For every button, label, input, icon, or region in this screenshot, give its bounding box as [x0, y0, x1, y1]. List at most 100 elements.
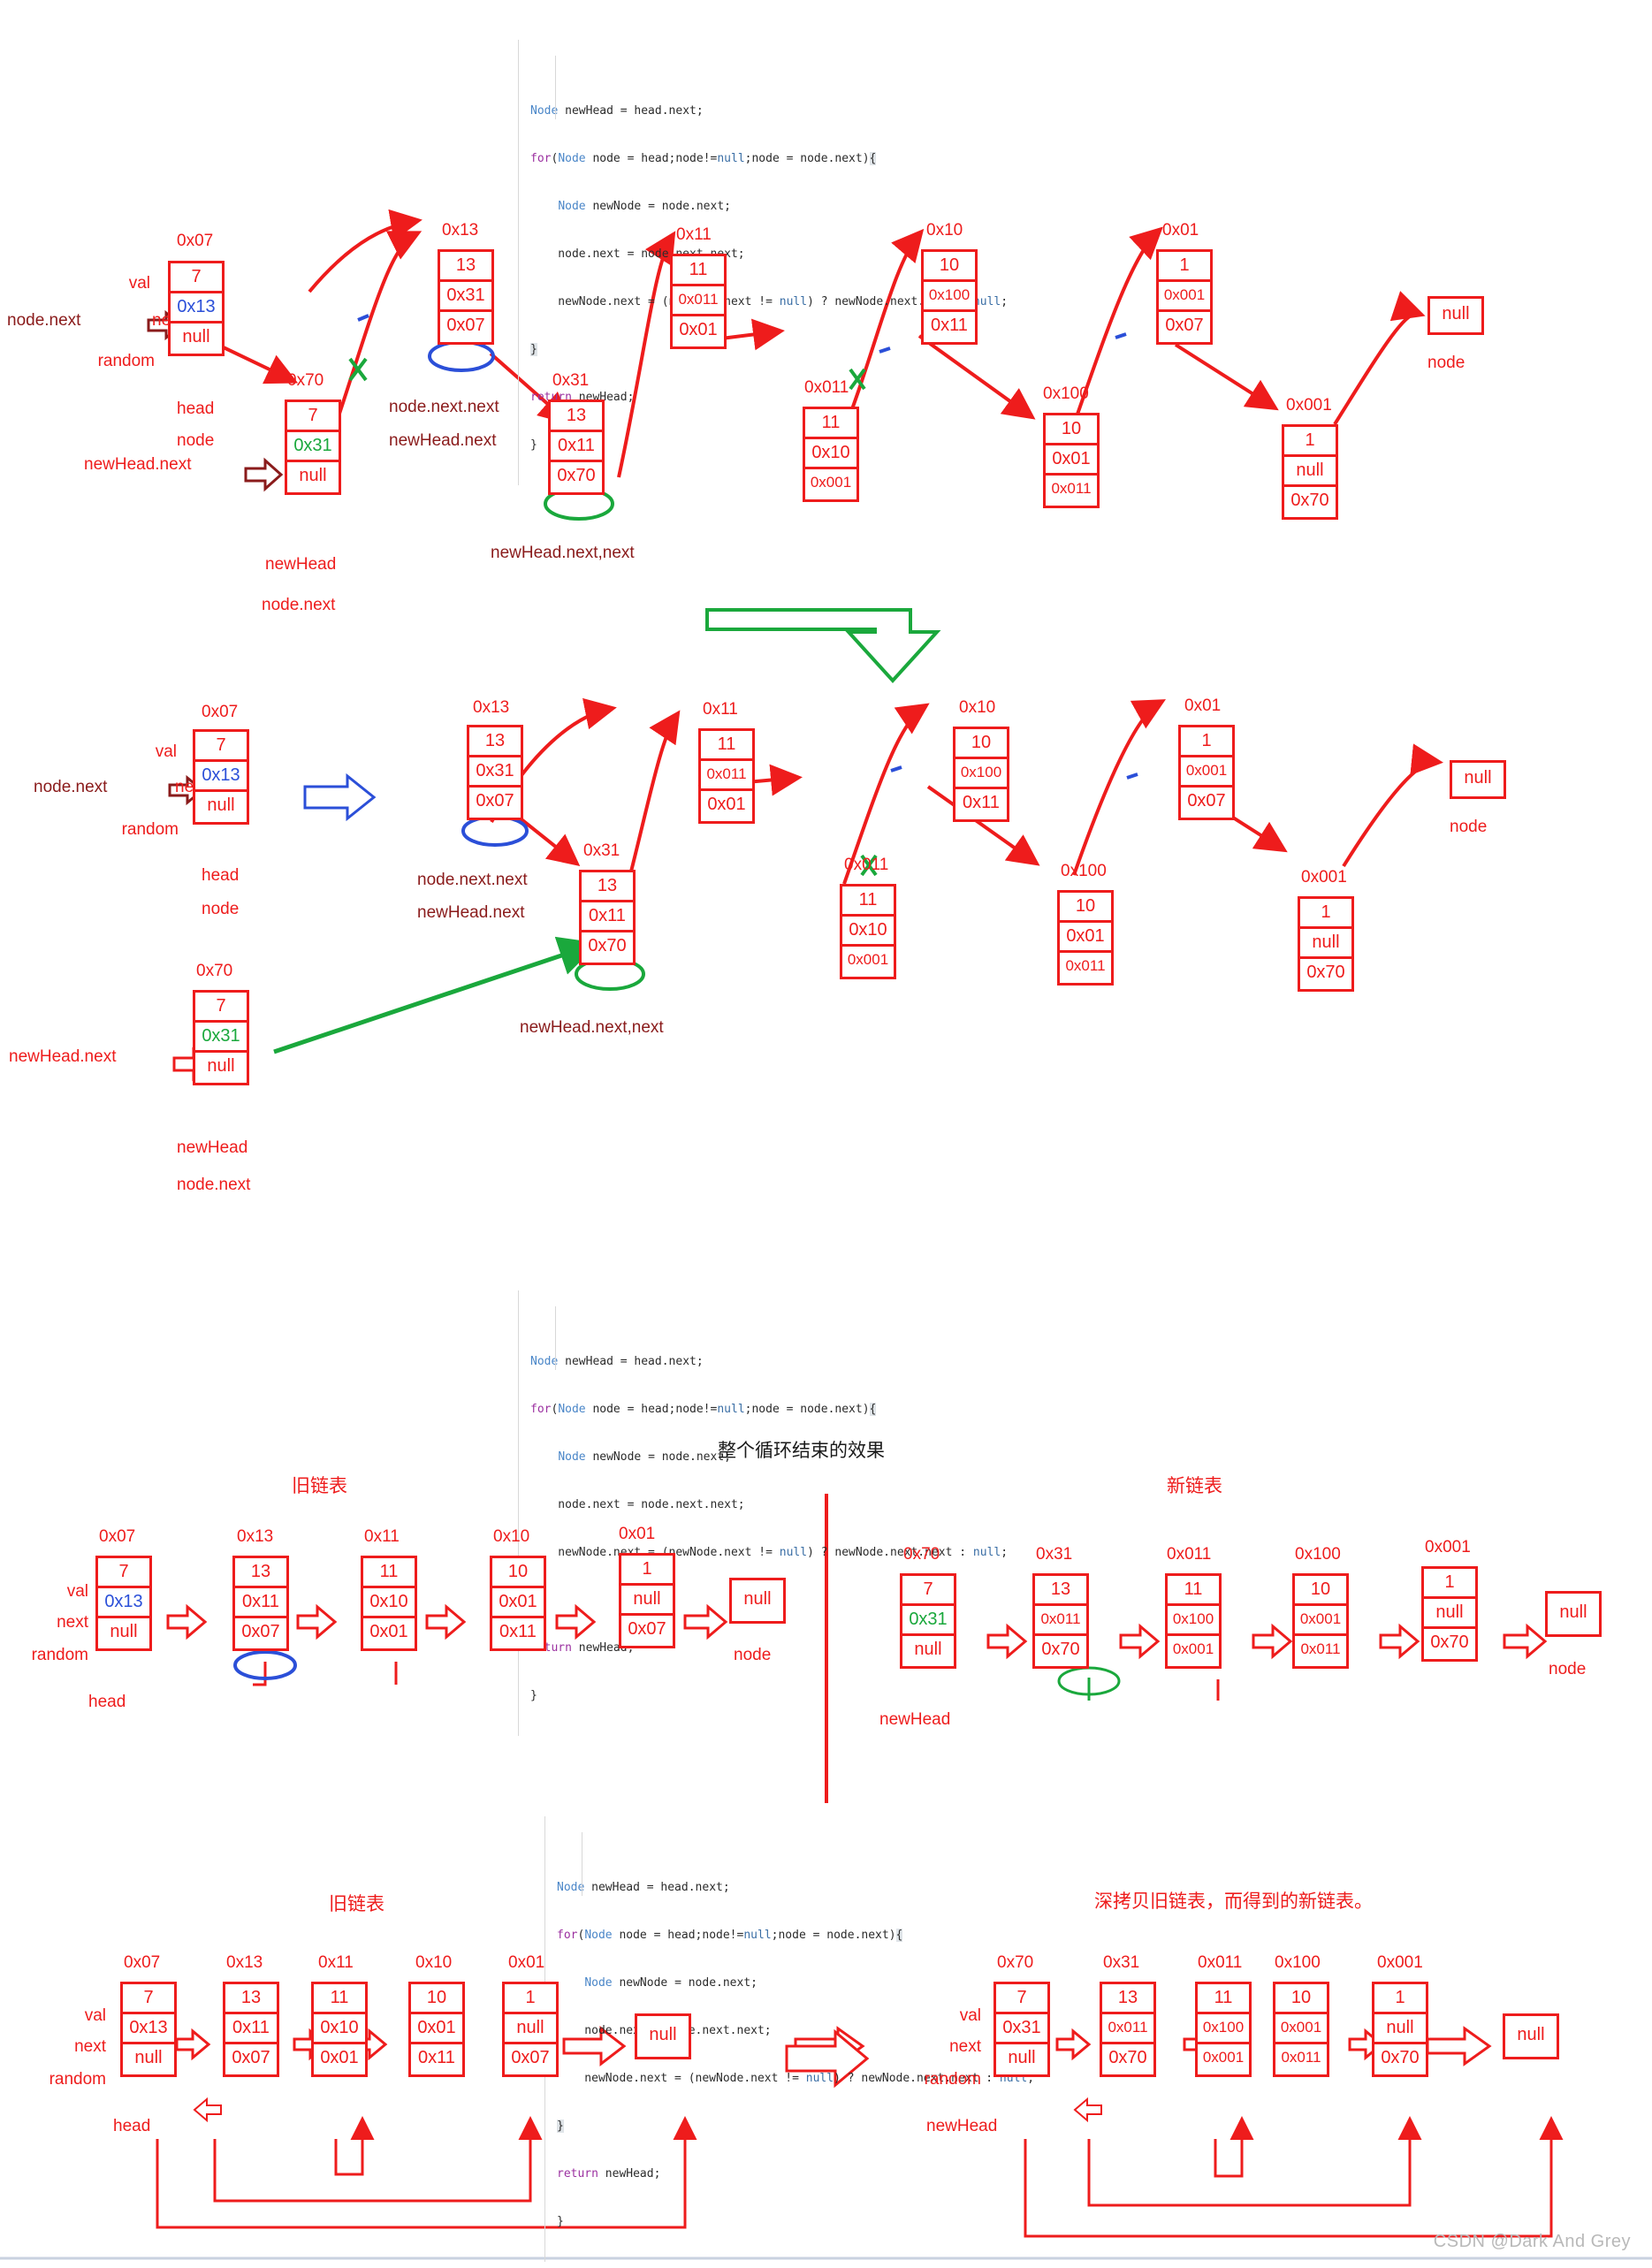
- node-cell-val: 11: [1198, 1984, 1249, 2014]
- label-node: node: [1450, 818, 1488, 836]
- node-address: 0x31: [552, 371, 590, 390]
- node-box: 10 0x01 0x011: [1043, 413, 1100, 508]
- node-cell-next: 0x01: [1060, 923, 1111, 953]
- node-cell-val: 7: [996, 1984, 1047, 2014]
- label-newhead: newHead: [879, 1710, 951, 1729]
- label-node-next-next: node.next.next: [417, 871, 528, 889]
- code-line: }: [557, 2215, 564, 2228]
- node-address: 0x011: [844, 856, 889, 874]
- node-box: 1 null 0x70: [1282, 424, 1338, 520]
- node-address: 0x31: [1036, 1545, 1073, 1564]
- code-block-middle: Node newHead = head.next; for(Node node …: [518, 1290, 1008, 1736]
- node-cell-next: null: [1374, 2014, 1426, 2044]
- label-node: node: [1427, 354, 1465, 372]
- label-node-next-assign: node.next: [7, 311, 81, 330]
- node-box: 1 null 0x70: [1298, 896, 1354, 992]
- node-address: 0x13: [226, 1953, 263, 1972]
- node-box: 7 0x31 null: [993, 1982, 1050, 2077]
- node-address: 0x10: [959, 698, 996, 717]
- node-cell-next: 0x01: [411, 2014, 462, 2044]
- node-cell-random: 0x001: [1202, 2049, 1245, 2066]
- node-cell-next: 0x10: [363, 1588, 415, 1618]
- node-address: 0x31: [583, 841, 620, 860]
- node-box-null: null: [1427, 296, 1484, 335]
- code-line: Node newHead = head.next;: [530, 1355, 704, 1368]
- node-cell-val: 11: [314, 1984, 365, 2014]
- node-address: 0x01: [1184, 696, 1222, 715]
- node-box: 10 0x01 0x11: [490, 1556, 546, 1651]
- label-node: node: [177, 431, 215, 450]
- code-line: }: [530, 343, 537, 356]
- node-box: 11 0x011 0x01: [670, 254, 727, 349]
- node-address: 0x70: [196, 962, 233, 980]
- node-cell-val: 1: [1284, 427, 1336, 457]
- node-address: 0x001: [1286, 396, 1332, 415]
- node-box: 10 0x001 0x011: [1273, 1982, 1329, 2077]
- field-label-random: random: [924, 2070, 981, 2089]
- node-address: 0x011: [1167, 1545, 1212, 1564]
- node-cell-random: 0x011: [1281, 2049, 1321, 2066]
- code-line: for(Node node = head;node!=null;node = n…: [557, 1929, 903, 1942]
- node-address: 0x31: [1103, 1953, 1140, 1972]
- label-node: node: [202, 900, 240, 918]
- field-label-next: next: [74, 2037, 106, 2056]
- node-cell-val: 1: [1374, 1984, 1426, 2014]
- node-box: 1 null 0x07: [619, 1553, 675, 1648]
- node-address: 0x001: [1425, 1538, 1471, 1556]
- node-box: 7 0x13 null: [120, 1982, 177, 2077]
- node-cell-next: 0x001: [1275, 2014, 1327, 2044]
- node-cell-val: 11: [673, 256, 724, 286]
- node-address: 0x011: [804, 378, 849, 397]
- node-cell-next: 0x001: [1159, 282, 1210, 312]
- node-cell-next: 0x100: [1168, 1606, 1219, 1636]
- node-box: 13 0x11 0x07: [232, 1556, 289, 1651]
- node-cell-val: null: [649, 2025, 677, 2044]
- node-cell-random: 0x001: [1172, 1640, 1214, 1657]
- node-cell-next: 0x13: [195, 762, 247, 792]
- node-cell-random: 0x011: [1051, 480, 1092, 497]
- node-cell-val: 10: [1275, 1984, 1327, 2014]
- node-cell-val: 13: [235, 1558, 286, 1588]
- label-head: head: [113, 2117, 151, 2135]
- node-cell-val: 7: [98, 1558, 149, 1588]
- label-newhead-next-next: newHead.next,next: [520, 1018, 664, 1037]
- node-cell-val: 7: [195, 993, 247, 1023]
- label-head: head: [202, 866, 240, 885]
- node-address: 0x01: [1162, 221, 1199, 240]
- code-line: Node newNode = node.next;: [558, 200, 731, 213]
- node-box: 11 0x011 0x01: [698, 728, 755, 824]
- node-cell-val: null: [1517, 2025, 1545, 2044]
- node-cell-val: null: [1464, 768, 1492, 788]
- heading-loop-done: 整个循环结束的效果: [718, 1441, 885, 1461]
- node-cell-val: 7: [123, 1984, 174, 2014]
- field-label-random: random: [31, 1646, 88, 1664]
- node-cell-next: 0x11: [225, 2014, 277, 2044]
- node-cell-random: 0x07: [476, 791, 514, 811]
- node-cell-next: 0x100: [955, 759, 1007, 789]
- label-node: node: [1549, 1660, 1587, 1678]
- node-cell-val: 1: [1181, 727, 1232, 757]
- node-cell-random: 0x70: [1430, 1633, 1469, 1652]
- node-box: 13 0x31 0x07: [438, 249, 494, 345]
- node-address: 0x01: [508, 1953, 545, 1972]
- label-newhead-next-next: newHead.next,next: [491, 544, 635, 562]
- node-address: 0x01: [619, 1525, 656, 1543]
- watermark: CSDN @Dark And Grey: [1433, 2232, 1631, 2251]
- label-newhead-next: newHead.next: [389, 431, 497, 450]
- node-box: 1 null 0x07: [502, 1982, 559, 2077]
- node-cell-random: 0x01: [707, 795, 746, 814]
- node-cell-random: null: [207, 795, 235, 815]
- field-label-val: val: [155, 742, 177, 761]
- node-cell-val: 11: [805, 409, 856, 439]
- field-label-val: val: [128, 274, 150, 293]
- node-cell-next: 0x13: [123, 2014, 174, 2044]
- node-box-null: null: [1503, 2013, 1559, 2059]
- node-cell-next: null: [1284, 457, 1336, 487]
- node-address: 0x011: [1198, 1953, 1243, 1972]
- node-cell-next: null: [1300, 929, 1351, 959]
- node-cell-next: 0x011: [701, 761, 752, 791]
- code-line: Node newHead = head.next;: [530, 104, 704, 118]
- node-cell-random: 0x01: [369, 1622, 408, 1641]
- node-address: 0x10: [415, 1953, 453, 1972]
- node-box: 10 0x100 0x11: [921, 249, 978, 345]
